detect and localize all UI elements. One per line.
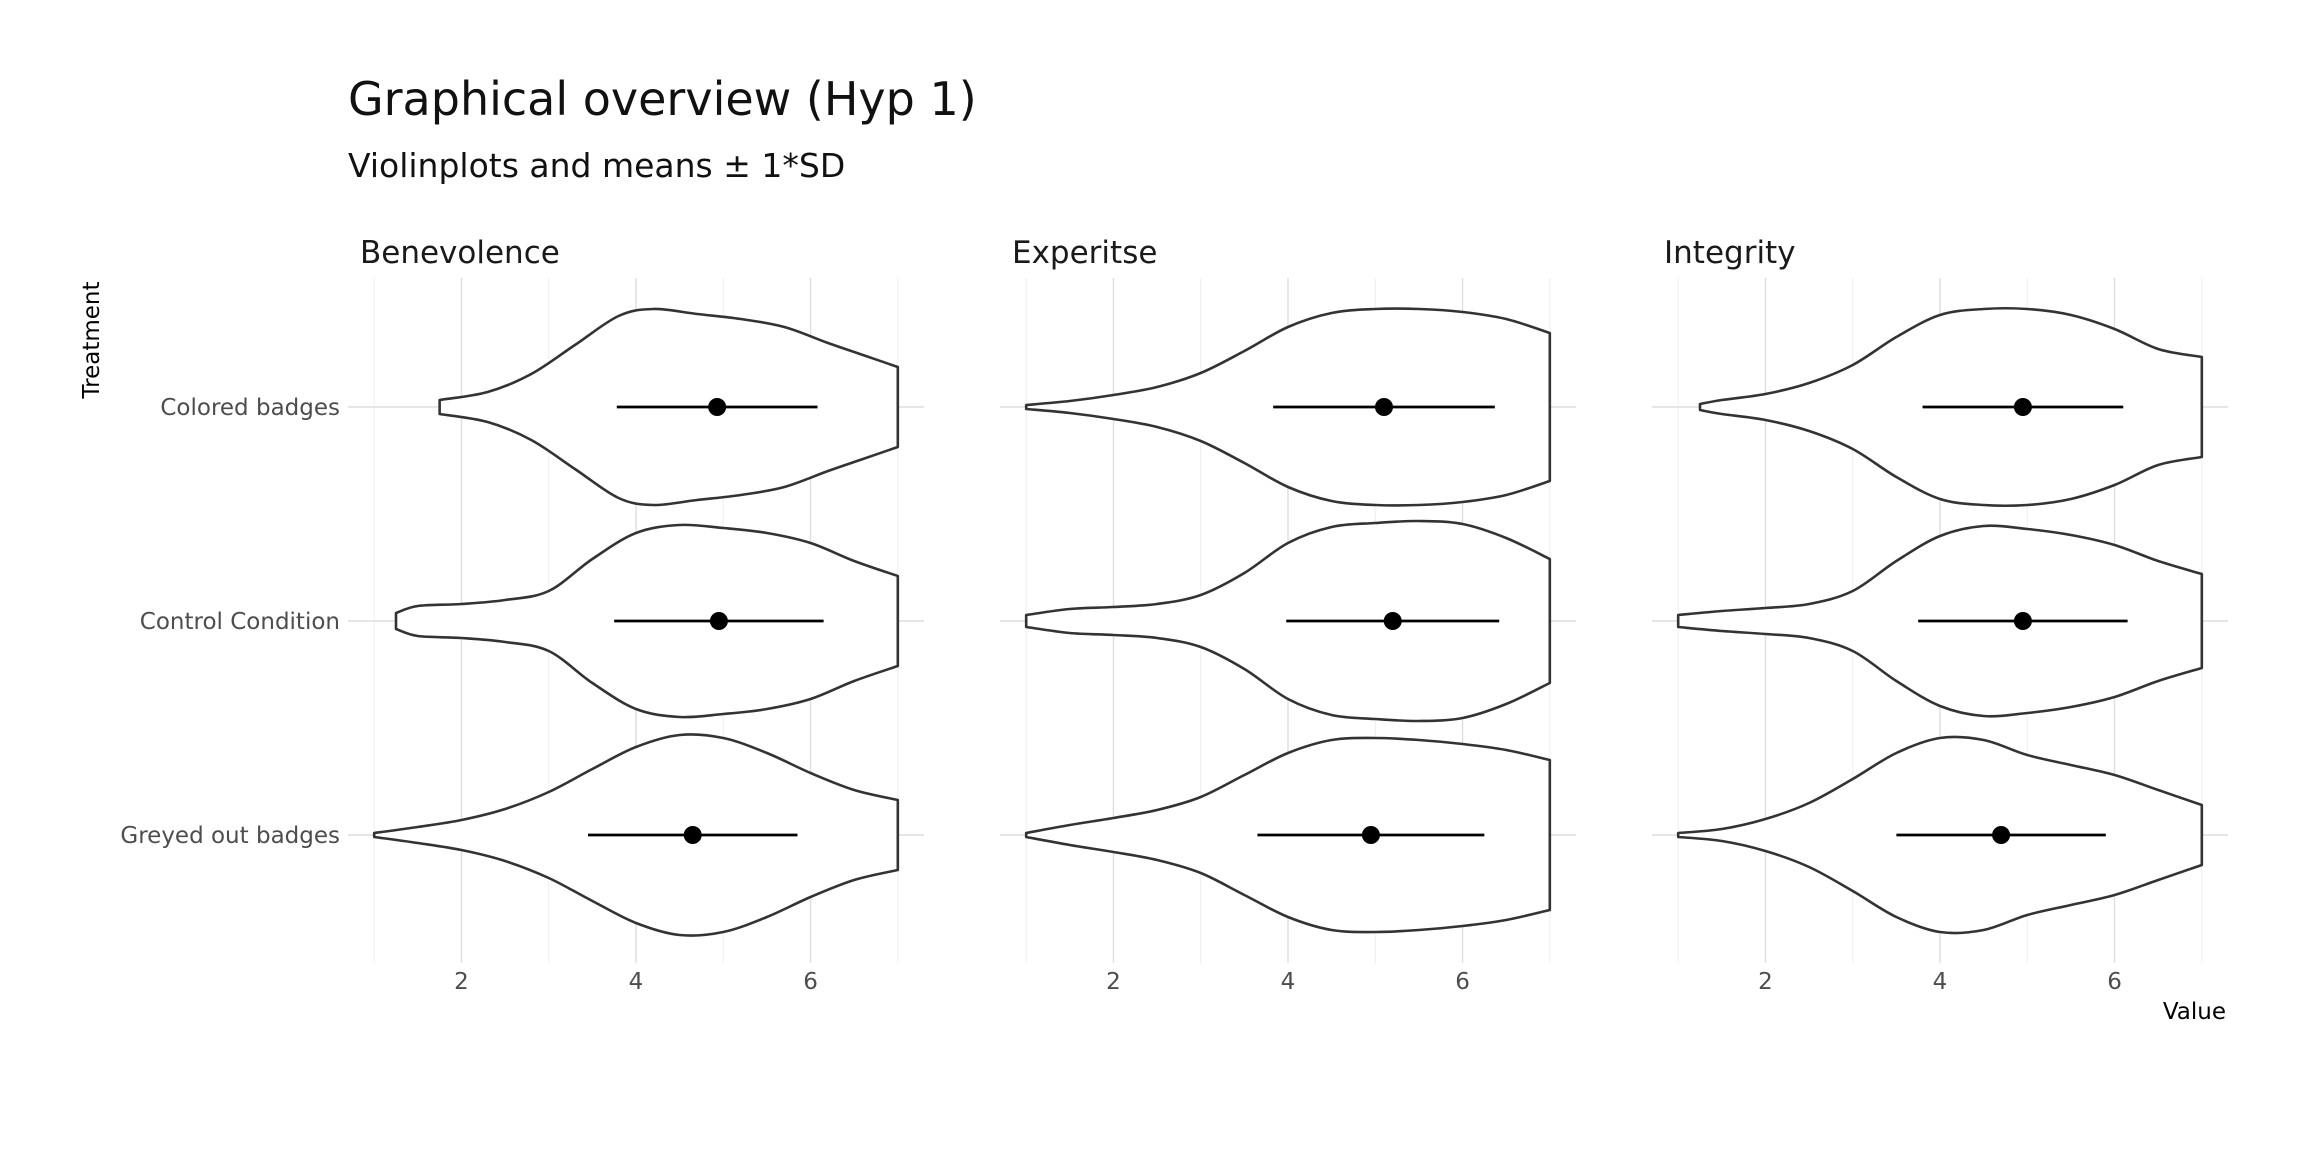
mean-point	[683, 826, 702, 844]
facet-panel: Experitse 2 4 6	[1000, 235, 1576, 995]
mean-point	[2013, 398, 2032, 416]
facet-label: Experitse	[1012, 235, 1157, 271]
mean-point	[1992, 826, 2011, 844]
mean-point	[709, 612, 728, 630]
chart-title: Graphical overview (Hyp 1)	[348, 72, 977, 126]
x-tick-label: 4	[629, 969, 644, 995]
x-tick-label: 6	[803, 969, 818, 995]
mean-point	[708, 398, 727, 416]
x-axis-title: Value	[2163, 999, 2226, 1025]
y-tick-labels: Colored badges Control Condition Greyed ou…	[120, 395, 340, 849]
x-tick-label: 2	[1758, 969, 1773, 995]
mean-point	[1383, 612, 1402, 630]
x-tick-label: 6	[2107, 969, 2122, 995]
x-tick-label: 4	[1281, 969, 1296, 995]
chart-subtitle: Violinplots and means ± 1*SD	[348, 146, 845, 185]
y-axis-title: Treatment	[79, 281, 105, 399]
x-tick-label: 2	[1106, 969, 1121, 995]
facet-panel: Integrity 2 4 6	[1652, 235, 2228, 995]
x-tick-label: 4	[1933, 969, 1948, 995]
mean-point	[2013, 612, 2032, 630]
facet-panel: Benevolence 2 4 6	[348, 235, 924, 995]
facet-label: Integrity	[1664, 235, 1796, 271]
facet-panels: Benevolence 2 4 6 Experitse 2 4 6 Integrity 2 4 6	[348, 235, 2228, 995]
y-tick-label: Colored badges	[160, 395, 340, 421]
y-tick-label: Control Condition	[140, 609, 340, 635]
mean-point	[1375, 398, 1393, 416]
facet-label: Benevolence	[360, 235, 560, 271]
y-tick-label: Greyed out badges	[120, 823, 340, 849]
mean-point	[1361, 826, 1380, 844]
x-tick-label: 2	[454, 969, 469, 995]
x-tick-label: 6	[1455, 969, 1470, 995]
